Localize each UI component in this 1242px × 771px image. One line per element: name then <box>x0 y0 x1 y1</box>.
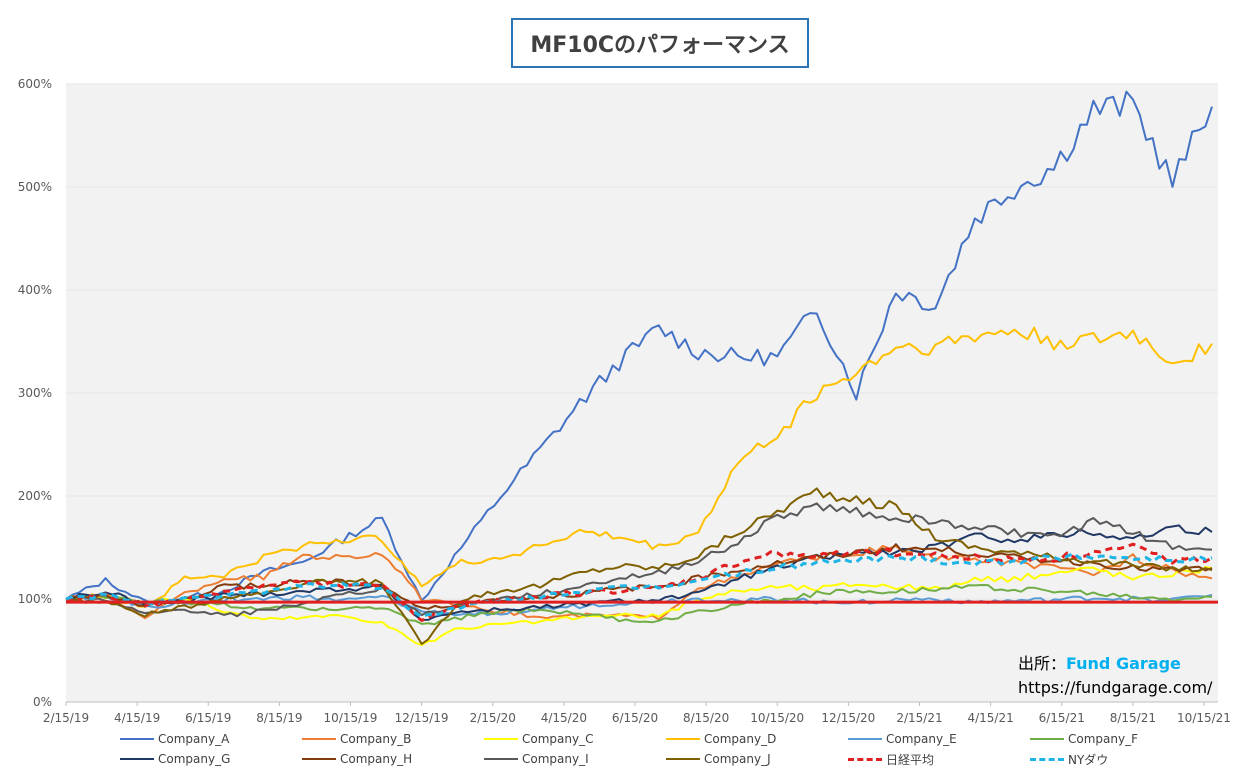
x-tick-label: 8/15/19 <box>256 711 302 725</box>
legend-swatch <box>484 738 518 740</box>
legend-label: Company_E <box>886 732 957 746</box>
y-tick-label: 500% <box>18 180 52 194</box>
y-tick-label: 300% <box>18 386 52 400</box>
legend-swatch <box>666 738 700 740</box>
y-axis-ticks: 0% 100% 200% 300% 400% 500% 600% <box>18 77 1218 709</box>
legend-swatch <box>302 738 336 740</box>
x-tick-label: 10/15/21 <box>1177 711 1231 725</box>
series-line-3 <box>65 565 1213 647</box>
series-line-1 <box>65 90 1213 605</box>
legend-item: NYダウ <box>1030 750 1108 768</box>
x-tick-label: 2/15/19 <box>43 711 89 725</box>
chart-title-box: MF10Cのパフォーマンス <box>511 18 809 68</box>
legend-swatch <box>120 758 154 760</box>
legend-item: 日経平均 <box>848 750 934 768</box>
x-tick-label: 6/15/20 <box>612 711 658 725</box>
x-tick-label: 4/15/19 <box>114 711 160 725</box>
legend-label: Company_C <box>522 732 594 746</box>
legend-swatch <box>120 738 154 740</box>
legend-item: Company_B <box>302 730 411 748</box>
x-tick-label: 2/15/20 <box>470 711 516 725</box>
legend-swatch <box>484 758 518 760</box>
legend-label: Company_H <box>340 752 413 766</box>
x-axis-ticks: 2/15/19 4/15/19 6/15/19 8/15/19 10/15/19 12/1… <box>43 702 1231 725</box>
legend-label: 日経平均 <box>886 752 935 767</box>
x-tick-label: 12/15/20 <box>821 711 875 725</box>
legend-swatch <box>848 757 882 761</box>
x-tick-label: 12/15/19 <box>395 711 449 725</box>
x-tick-label: 8/15/21 <box>1110 711 1156 725</box>
legend-item: Company_D <box>666 730 776 748</box>
legend-label: Company_G <box>158 752 231 766</box>
legend-label: NYダウ <box>1068 752 1109 767</box>
series-line-12 <box>65 552 1213 618</box>
legend-label: Company_J <box>704 752 771 766</box>
x-tick-label: 8/15/20 <box>683 711 729 725</box>
source-brand: Fund Garage <box>1066 654 1181 673</box>
legend-swatch <box>666 758 700 760</box>
x-tick-label: 6/15/21 <box>1039 711 1085 725</box>
source-label: 出所： <box>1018 654 1067 673</box>
legend-label: Company_F <box>1068 732 1138 746</box>
y-tick-label: 400% <box>18 283 52 297</box>
legend-item: Company_H <box>302 750 412 768</box>
legend-swatch <box>302 758 336 760</box>
series-line-4 <box>65 326 1213 608</box>
source-credit: 出所：Fund Garage <box>1018 650 1181 674</box>
x-tick-label: 4/15/20 <box>541 711 587 725</box>
legend-item: Company_J <box>666 750 771 768</box>
legend-label: Company_I <box>522 752 589 766</box>
legend-swatch <box>848 738 882 740</box>
y-tick-label: 600% <box>18 77 52 91</box>
x-tick-label: 2/15/21 <box>896 711 942 725</box>
x-tick-label: 4/15/21 <box>967 711 1013 725</box>
series-line-9 <box>65 502 1213 618</box>
series-line-10 <box>65 487 1213 645</box>
legend-swatch <box>1030 738 1064 740</box>
legend-item: Company_C <box>484 730 593 748</box>
y-tick-label: 200% <box>18 489 52 503</box>
legend-label: Company_A <box>158 732 230 746</box>
legend-item: Company_I <box>484 750 589 768</box>
chart-title: MF10Cのパフォーマンス <box>530 33 790 58</box>
legend-swatch <box>1030 757 1064 761</box>
legend-item: Company_F <box>1030 730 1138 748</box>
x-tick-label: 10/15/20 <box>750 711 804 725</box>
legend-item: Company_E <box>848 730 957 748</box>
source-url: https://fundgarage.com/ <box>1018 678 1213 697</box>
series-line-11 <box>65 542 1213 622</box>
x-tick-label: 10/15/19 <box>324 711 378 725</box>
y-tick-label: 100% <box>18 592 52 606</box>
legend-item: Company_G <box>120 750 230 768</box>
chart-legend: Company_A Company_B Company_C Company_D Comp… <box>120 730 1230 770</box>
legend-item: Company_A <box>120 730 229 748</box>
x-tick-label: 6/15/19 <box>185 711 231 725</box>
legend-label: Company_B <box>340 732 412 746</box>
legend-label: Company_D <box>704 732 777 746</box>
y-tick-label: 0% <box>33 695 52 709</box>
series-lines <box>65 90 1218 647</box>
